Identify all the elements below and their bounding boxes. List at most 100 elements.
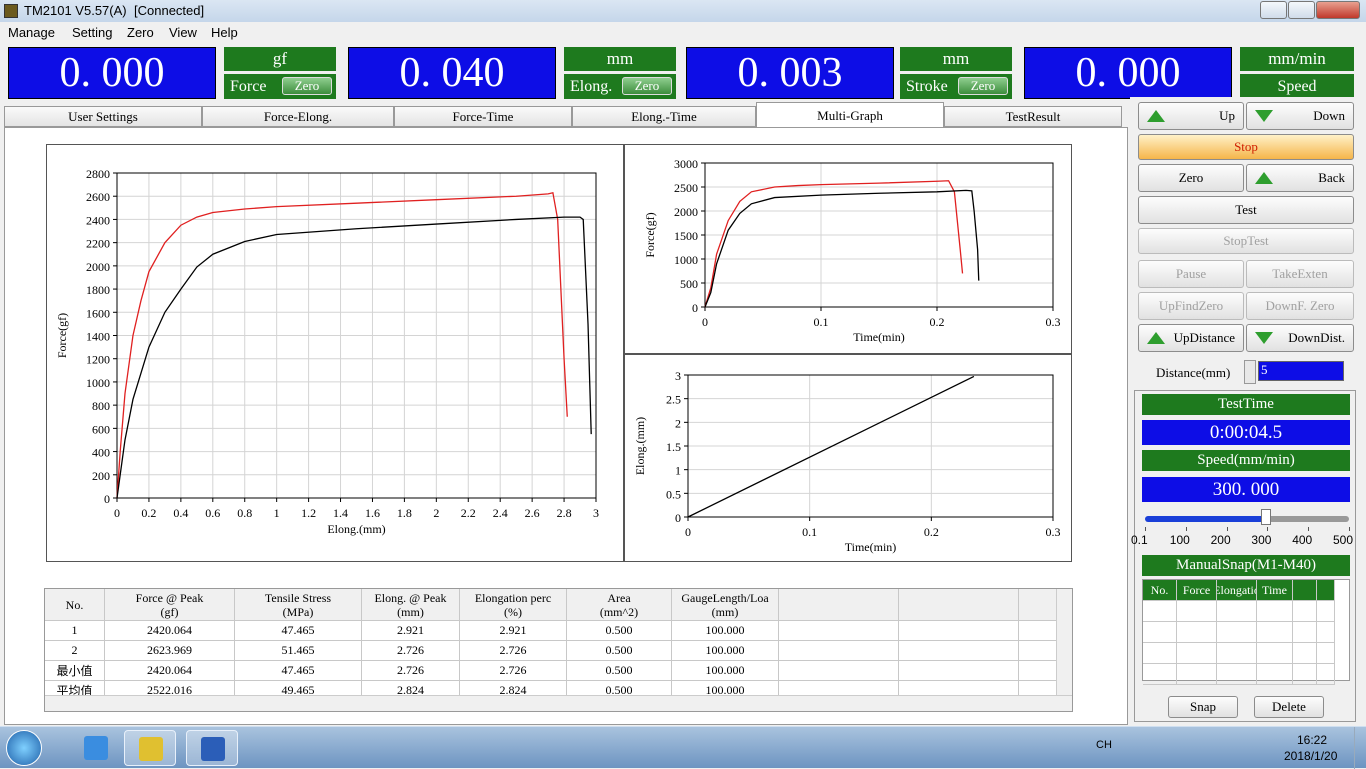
zero-button[interactable]: Zero	[622, 77, 672, 95]
vertical-scrollbar[interactable]	[1056, 589, 1072, 695]
window-max-button[interactable]	[1288, 1, 1315, 19]
x-tick-label: 2.6	[525, 506, 540, 520]
control-button[interactable]: Test	[1138, 196, 1354, 224]
tab[interactable]: Force-Elong.	[202, 106, 394, 127]
slider-tick	[1226, 527, 1228, 531]
y-tick-label: 200	[92, 469, 110, 483]
menu-item[interactable]: Setting	[72, 25, 113, 40]
control-button[interactable]: Back	[1246, 164, 1354, 192]
control-button[interactable]: TakeExten	[1246, 260, 1354, 288]
header-cell	[779, 589, 899, 621]
clock-date: 2018/1/20	[1284, 749, 1338, 763]
y-tick-label: 0	[104, 492, 110, 506]
y-tick-label: 0	[675, 511, 681, 525]
tab[interactable]: Elong.-Time	[572, 106, 756, 127]
table-cell	[899, 661, 1019, 681]
readout-label: Speed	[1277, 77, 1317, 95]
snap-cell	[1317, 601, 1335, 622]
snap-cell	[1217, 643, 1257, 664]
tab[interactable]: Multi-Graph	[756, 102, 944, 128]
taskbar-app[interactable]	[186, 730, 238, 766]
x-tick-label: 0.3	[1046, 315, 1061, 329]
show-desktop[interactable]	[1354, 727, 1366, 769]
y-tick-label: 0	[692, 301, 698, 315]
menu-item[interactable]: Help	[211, 25, 238, 40]
tab[interactable]: TestResult	[944, 106, 1122, 127]
menu-item[interactable]: Manage	[8, 25, 55, 40]
slider-thumb[interactable]	[1261, 509, 1271, 525]
snap-header: Force	[1177, 580, 1217, 601]
control-button[interactable]: Pause	[1138, 260, 1244, 288]
readout-label-box: Elong. Zero	[564, 74, 676, 99]
connection-status: [Connected]	[134, 3, 205, 18]
header-cell	[1019, 589, 1057, 621]
app-icon	[201, 737, 225, 761]
window-min-button[interactable]	[1260, 1, 1287, 19]
snap-table: No.ForceElongatioTime	[1142, 579, 1350, 685]
y-tick-label: 2200	[86, 237, 110, 251]
app-icon	[139, 737, 163, 761]
control-button[interactable]: DownF. Zero	[1246, 292, 1354, 320]
snap-cell	[1177, 622, 1217, 643]
snap-header	[1293, 580, 1317, 601]
table-cell: 1	[45, 621, 105, 641]
snap-cell	[1143, 643, 1177, 664]
arrow-icon	[1255, 172, 1273, 184]
y-tick-label: 1000	[86, 376, 110, 390]
distance-label: Distance(mm)	[1156, 365, 1231, 380]
chart-frame	[624, 144, 1072, 354]
snap-button[interactable]: Delete	[1254, 696, 1324, 718]
header-text: (gf)	[160, 604, 179, 619]
table-cell: 2.726	[362, 641, 460, 661]
window-title: TM2101 V5.57(A)	[24, 3, 127, 18]
table-cell: 0.500	[567, 641, 672, 661]
x-tick-label: 0.1	[802, 525, 817, 539]
y-tick-label: 2	[675, 416, 681, 430]
control-button[interactable]: Stop	[1138, 134, 1354, 160]
data-line	[687, 375, 975, 518]
x-tick-label: 0	[114, 506, 120, 520]
distance-input[interactable]: 5	[1258, 361, 1344, 381]
start-button[interactable]	[6, 730, 42, 766]
control-button[interactable]: Down	[1246, 102, 1354, 130]
header-cell: GaugeLength/Loa (mm)	[672, 589, 779, 621]
tab[interactable]: User Settings	[4, 106, 202, 127]
results-table: No. Force @ Peak (gf) Tensile Stress (MPa) El…	[44, 588, 1073, 712]
snap-cell	[1257, 622, 1293, 643]
control-button[interactable]: DownDist.	[1246, 324, 1354, 352]
test-time-label: TestTime	[1142, 394, 1350, 415]
readout-value: 0. 040	[348, 47, 556, 99]
snap-cell	[1293, 622, 1317, 643]
table-cell: 0.500	[567, 621, 672, 641]
tab[interactable]: Force-Time	[394, 106, 572, 127]
taskbar-app[interactable]	[124, 730, 176, 766]
control-button[interactable]: StopTest	[1138, 228, 1354, 254]
spin-button[interactable]	[1244, 360, 1256, 384]
x-tick-label: 3	[593, 506, 599, 520]
table-cell: 最小值	[45, 661, 105, 681]
y-tick-label: 800	[92, 399, 110, 413]
header-text: No.	[65, 597, 84, 612]
slider-track	[1145, 516, 1349, 522]
menu-item[interactable]: Zero	[127, 25, 154, 40]
control-button[interactable]: UpFindZero	[1138, 292, 1244, 320]
x-tick-label: 0	[685, 525, 691, 539]
snap-button[interactable]: Snap	[1168, 696, 1238, 718]
menu-item[interactable]: View	[169, 25, 197, 40]
header-cell: No.	[45, 589, 105, 621]
table-cell	[899, 621, 1019, 641]
zero-button[interactable]: Zero	[958, 77, 1008, 95]
y-tick-label: 2000	[86, 260, 110, 274]
clock-time: 16:22	[1297, 733, 1328, 747]
table-cell	[1019, 621, 1057, 641]
table-cell: 100.000	[672, 641, 779, 661]
y-tick-label: 2500	[674, 181, 698, 195]
zero-button[interactable]: Zero	[282, 77, 332, 95]
horizontal-scrollbar[interactable]	[45, 695, 1072, 711]
control-button[interactable]: UpDistance	[1138, 324, 1244, 352]
snap-cell	[1293, 601, 1317, 622]
window-close-button[interactable]	[1316, 1, 1360, 19]
control-button[interactable]: Zero	[1138, 164, 1244, 192]
control-button[interactable]: Up	[1138, 102, 1244, 130]
taskbar-app[interactable]	[70, 730, 122, 766]
